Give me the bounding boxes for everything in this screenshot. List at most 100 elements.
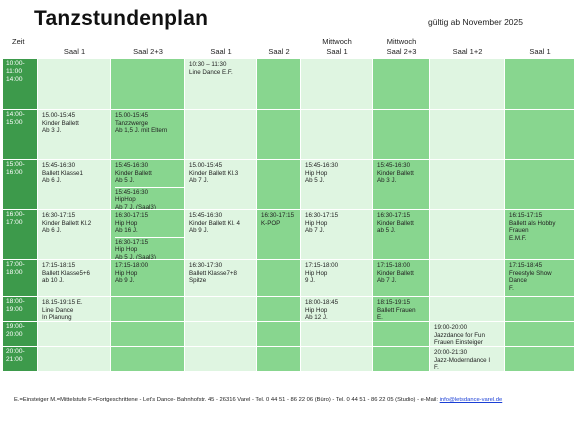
class-entry: 20:00-21:30 Jazz-Moderndance I F. <box>434 349 491 372</box>
schedule-cell <box>301 59 373 110</box>
schedule-cell <box>505 160 575 210</box>
schedule-cell <box>38 347 111 372</box>
schedule-cell <box>257 347 301 372</box>
schedule-cell: 15.00-15:45 Tanzzwerge Ab 1,5 J. mit Elt… <box>111 110 185 160</box>
class-entry: 16:30-17:15 Hip Hop Ab 16 J. <box>115 212 149 235</box>
schedule-cell <box>185 110 257 160</box>
time-slot: 10:00- 11:00 14:00 <box>3 59 38 110</box>
class-entry: 15.00-15:45 Kinder Ballett Ab 3 J. <box>42 112 79 135</box>
time-slot-label: 18:00- 19:00 <box>6 298 25 313</box>
schedule-cell <box>111 297 185 322</box>
column-room-saal-1: Saal 1 <box>210 47 232 56</box>
class-entry: 16:30-17:15 Hip Hop Ab 5 J. (Saal3) <box>115 236 184 259</box>
schedule-cell <box>505 297 575 322</box>
schedule-cell: 16:30-17:30 Ballett Klasse7+8 Spitze <box>185 260 257 297</box>
schedule-cell <box>111 59 185 110</box>
schedule-cell: 16:15-17:15 Ballett als Hobby Frauen E.M… <box>505 210 575 260</box>
schedule-cell: 18:00-18:45 Hip Hop Ab 12 J. <box>301 297 373 322</box>
schedule-cell: 16:30-17:15 Hip Hop Ab 7 J. <box>301 210 373 260</box>
schedule-cell <box>257 260 301 297</box>
schedule-cell <box>257 59 301 110</box>
schedule-cell: 16:30-17:15 K-POP <box>257 210 301 260</box>
class-entry: 17:15-18:00 Hip Hop 9 J. <box>305 262 339 285</box>
class-entry: 15.00-15:45 Tanzzwerge Ab 1,5 J. mit Elt… <box>115 112 168 135</box>
schedule-cell <box>430 59 505 110</box>
page-title: Tanzstundenplan <box>34 7 209 30</box>
class-entry: 15:45-16:30 Hip Hop Ab 5 J. <box>305 162 339 185</box>
time-slot-label: 10:00- 11:00 14:00 <box>6 60 25 83</box>
schedule-cell <box>257 160 301 210</box>
time-slot: 16:00- 17:00 <box>3 210 38 260</box>
schedule-cell: 17:15-18:00 Kinder Ballett Ab 7 J. <box>373 260 430 297</box>
class-entry: 19:00-20:00 Jazzdance for Fun Frauen Ein… <box>434 324 485 347</box>
class-entry: 16:30-17:15 Kinder Ballett ab 5 J. <box>377 212 414 235</box>
schedule-cell <box>505 59 575 110</box>
schedule-cell: 17:15-18:00 Hip Hop 9 J. <box>301 260 373 297</box>
schedule-cell: 15:45-16:30 Kinder Ballett Ab 3 J. <box>373 160 430 210</box>
schedule-cell <box>373 59 430 110</box>
class-entry: 15:45-16:30 Kinder Ballett Ab 3 J. <box>377 162 414 185</box>
class-entry: 15.00-15:45 Kinder Ballett Kl.3 Ab 7 J. <box>189 162 239 185</box>
schedule-cell: 15.00-15:45 Kinder Ballett Kl.3 Ab 7 J. <box>185 160 257 210</box>
schedule-cell <box>301 110 373 160</box>
class-entry: 16:30-17:15 Hip Hop Ab 7 J. <box>305 212 339 235</box>
schedule-cell <box>301 347 373 372</box>
class-entry: 18.15-19:15 E. Line Dance In Planung <box>42 299 83 322</box>
schedule-cell: 15.00-15:45 Kinder Ballett Ab 3 J. <box>38 110 111 160</box>
class-entry: 16:15-17:15 Ballett als Hobby Frauen E.M… <box>509 212 556 242</box>
class-entry: 15:45-16:30 Kinder Ballett Ab 5 J. <box>115 162 152 185</box>
schedule-cell <box>38 59 111 110</box>
schedule-cell <box>257 322 301 347</box>
time-slot: 14:00- 15:00 <box>3 110 38 160</box>
schedule-cell: 18.15-19:15 E. Line Dance In Planung <box>38 297 111 322</box>
class-entry: 18:00-18:45 Hip Hop Ab 12 J. <box>305 299 339 322</box>
time-slot: 20:00- 21:00 <box>3 347 38 372</box>
schedule-cell: 16:30-17:15 Kinder Ballett Kl.2 Ab 6 J. <box>38 210 111 260</box>
schedule-cell: 17:15-18:45 Freestyle Show Dance F. <box>505 260 575 297</box>
class-entry: 15:45-16:30 HipHop Ab 7 J. (Saal3) <box>115 186 184 209</box>
schedule-cell <box>430 160 505 210</box>
class-entry: 15:45-16:30 Kinder Ballett Kl. 4 Ab 9 J. <box>189 212 240 235</box>
schedule-cell <box>185 322 257 347</box>
schedule-cell <box>111 322 185 347</box>
schedule-cell <box>185 347 257 372</box>
column-room-saal-1-2: Saal 1+2 <box>452 47 483 56</box>
column-room-saal-2-3: Saal 2+3 <box>386 47 417 56</box>
schedule-cell <box>111 347 185 372</box>
time-slot: 19:00- 20:00 <box>3 322 38 347</box>
schedule-cell: 10:30 – 11:30 Line Dance E.F. <box>185 59 257 110</box>
class-entry: 17:15-18:00 Kinder Ballett Ab 7 J. <box>377 262 414 285</box>
time-slot-label: 17:00- 18:00 <box>6 261 25 276</box>
class-entry: 17:15-18:00 Hip Hop Ab 9 J. <box>115 262 149 285</box>
schedule-cell <box>505 322 575 347</box>
column-room-saal-1: Saal 1 <box>529 47 551 56</box>
class-entry: 16:30-17:30 Ballett Klasse7+8 Spitze <box>189 262 237 285</box>
class-entry: 15:45-16:30 Ballett Klasse1 Ab 6 J. <box>42 162 83 185</box>
schedule-cell: 20:00-21:30 Jazz-Moderndance I F. <box>430 347 505 372</box>
schedule-cell <box>38 322 111 347</box>
schedule-cell <box>373 110 430 160</box>
schedule-cell: 16:30-17:15 Hip Hop Ab 16 J. 16:30-17:15 … <box>111 210 185 260</box>
class-entry: 17:15-18:45 Freestyle Show Dance F. <box>509 262 552 292</box>
schedule-cell <box>505 110 575 160</box>
schedule-cell: 15:45-16:30 Kinder Ballett Ab 5 J. 15:45-… <box>111 160 185 210</box>
time-slot-label: 15:00- 16:00 <box>6 161 25 176</box>
time-slot-label: 16:00- 17:00 <box>6 211 25 226</box>
schedule-cell <box>430 110 505 160</box>
column-day-mittwoch: Mittwoch <box>386 37 417 46</box>
column-room-saal-2: Saal 2 <box>268 47 290 56</box>
class-entry: 17:15-18:15 Ballett Klasse5+6 ab 10 J. <box>42 262 90 285</box>
class-entry: 16:30-17:15 Kinder Ballett Kl.2 Ab 6 J. <box>42 212 92 235</box>
schedule-cell: 15:45-16:30 Hip Hop Ab 5 J. <box>301 160 373 210</box>
schedule-cell <box>430 260 505 297</box>
schedule-cell <box>373 347 430 372</box>
class-entry: 16:30-17:15 K-POP <box>261 212 295 227</box>
schedule-cell <box>430 210 505 260</box>
schedule-cell <box>257 110 301 160</box>
column-day-mittwoch: Mittwoch <box>322 37 352 46</box>
schedule-cell: 15:45-16:30 Ballett Klasse1 Ab 6 J. <box>38 160 111 210</box>
time-slot-label: 19:00- 20:00 <box>6 323 25 338</box>
email-link[interactable]: info@letsdance-varel.de <box>439 397 503 403</box>
time-slot: 15:00- 16:00 <box>3 160 38 210</box>
schedule-cell: 16:30-17:15 Kinder Ballett ab 5 J. <box>373 210 430 260</box>
